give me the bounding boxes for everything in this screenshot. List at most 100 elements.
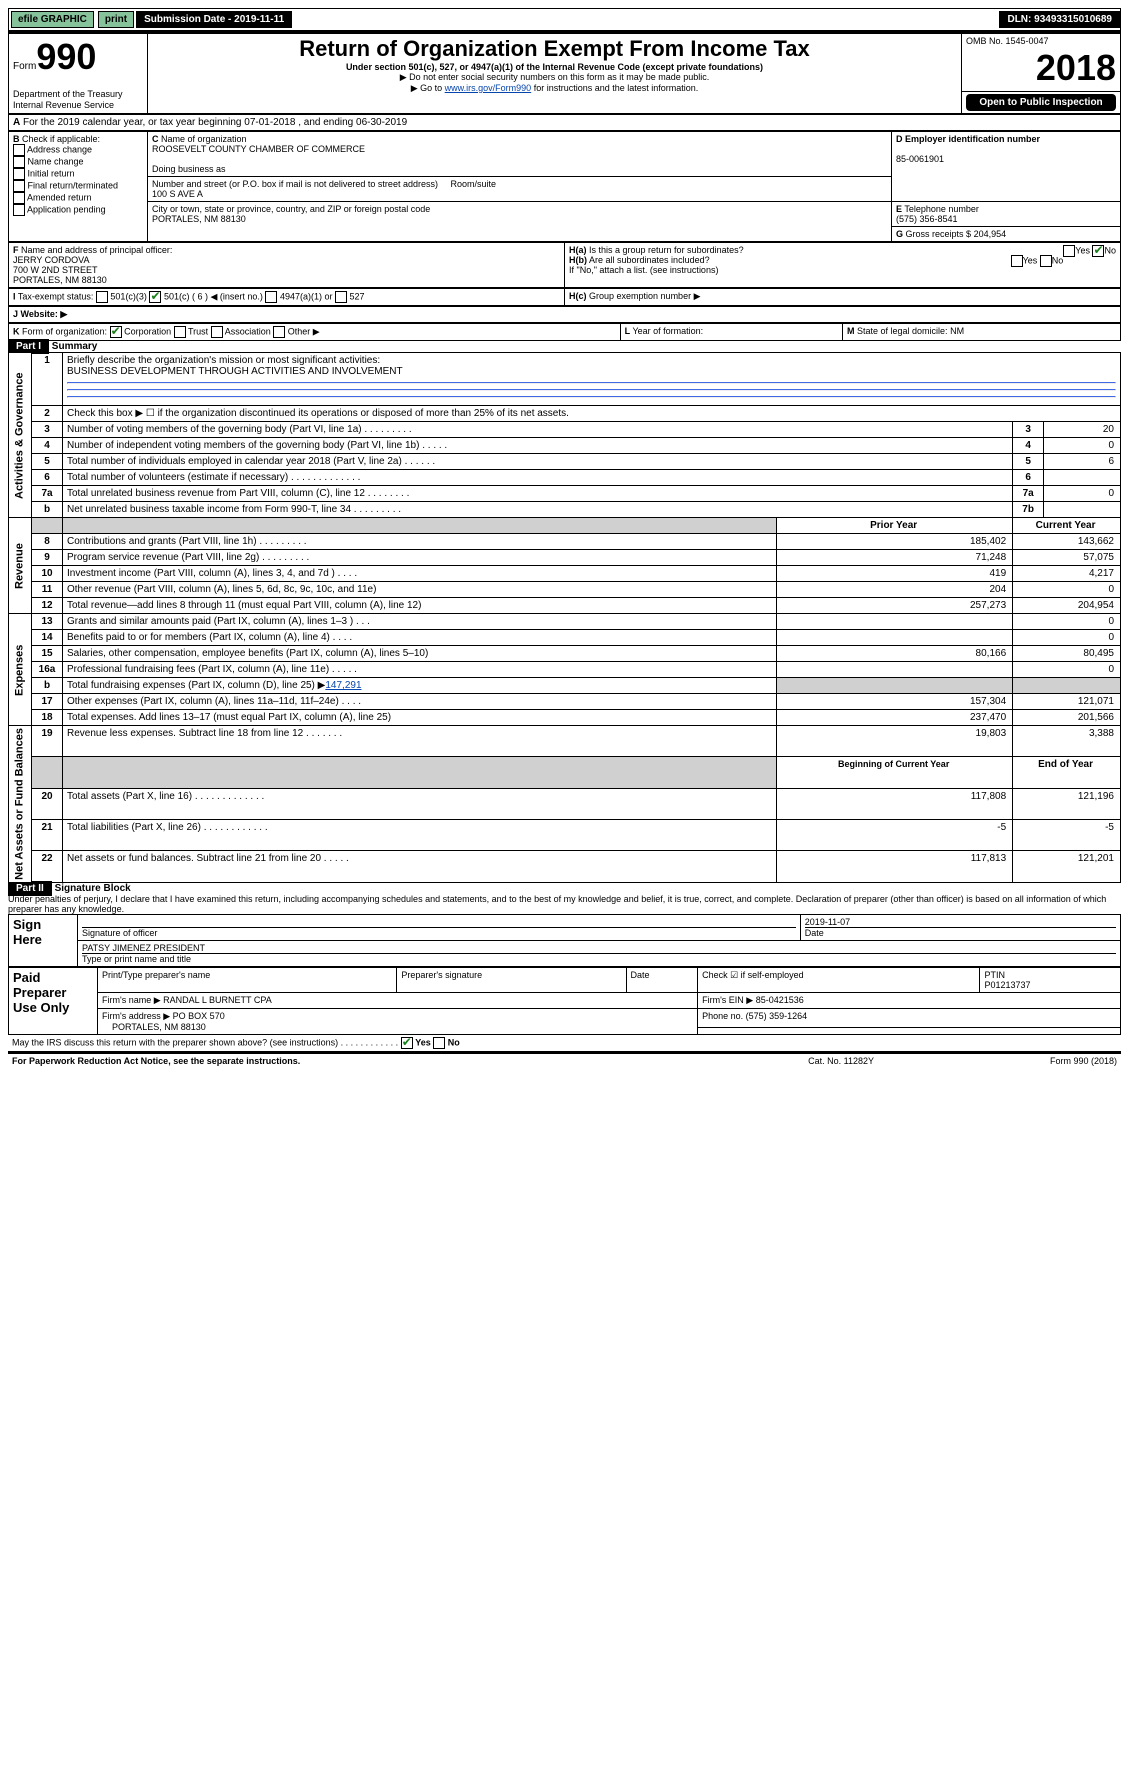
- chk-name[interactable]: [13, 156, 25, 168]
- dba-hdr: Doing business as: [152, 164, 226, 174]
- ps-hdr: Preparer's signature: [397, 967, 626, 992]
- c13: 0: [1013, 614, 1121, 630]
- dept: Department of the Treasury Internal Reve…: [13, 89, 123, 110]
- g-hdr: Gross receipts $: [906, 229, 972, 239]
- paid-hdr: Paid Preparer Use Only: [9, 967, 98, 1034]
- c16a: 0: [1013, 662, 1121, 678]
- city: PORTALES, NM 88130: [152, 214, 246, 224]
- eoy-hdr: End of Year: [1013, 757, 1121, 788]
- l6: Total number of volunteers (estimate if …: [63, 470, 1013, 486]
- pra: For Paperwork Reduction Act Notice, see …: [8, 1052, 749, 1068]
- ein: 85-0061901: [896, 154, 944, 164]
- ha: Is this a group return for subordinates?: [589, 245, 744, 255]
- self-emp: Check ☑ if self-employed: [698, 967, 980, 992]
- chk-other[interactable]: [273, 326, 285, 338]
- form-foot: Form 990 (2018): [933, 1052, 1121, 1068]
- side-revenue: Revenue: [9, 518, 32, 614]
- f-no: No: [448, 1037, 460, 1047]
- k-other: Other ▶: [288, 326, 320, 336]
- d-hdr: Employer identification number: [905, 134, 1040, 144]
- part2-title: Signature Block: [55, 883, 131, 894]
- b-name: Name change: [28, 156, 84, 166]
- b-addr: Address change: [27, 144, 92, 154]
- footer2: For Paperwork Reduction Act Notice, see …: [8, 1051, 1121, 1068]
- chk-trust[interactable]: [174, 326, 186, 338]
- p16a: [777, 662, 1013, 678]
- p8: 185,402: [777, 534, 1013, 550]
- h-ifno: If "No," attach a list. (see instruction…: [569, 265, 718, 275]
- yes-label: Yes: [1075, 245, 1090, 255]
- discuss-q: May the IRS discuss this return with the…: [12, 1037, 398, 1047]
- hb: Are all subordinates included?: [589, 255, 710, 265]
- prior-hdr: Prior Year: [777, 518, 1013, 534]
- irs-link[interactable]: www.irs.gov/Form990: [445, 83, 532, 93]
- form-990: 990: [36, 36, 96, 77]
- discuss-no[interactable]: [433, 1037, 445, 1049]
- l5: Total number of individuals employed in …: [63, 454, 1013, 470]
- note1: ▶ Do not enter social security numbers o…: [152, 72, 957, 83]
- l16a: Professional fundraising fees (Part IX, …: [63, 662, 777, 678]
- i-hdr: Tax-exempt status:: [18, 291, 94, 301]
- b-hdr: Check if applicable:: [22, 134, 100, 144]
- form-title: Return of Organization Exempt From Incom…: [152, 36, 957, 62]
- part1-label: Part I: [8, 339, 49, 354]
- pt-hdr: Print/Type preparer's name: [98, 967, 397, 992]
- paid-preparer: Paid Preparer Use Only Print/Type prepar…: [8, 967, 1121, 1035]
- efile-button[interactable]: efile GRAPHIC: [11, 11, 94, 28]
- ha-yes[interactable]: [1063, 245, 1075, 257]
- chk-4947[interactable]: [265, 291, 277, 303]
- hb-no[interactable]: [1040, 255, 1052, 267]
- c21: -5: [1013, 820, 1121, 851]
- chk-corp[interactable]: [110, 326, 122, 338]
- l16b: Total fundraising expenses (Part IX, col…: [67, 680, 325, 691]
- l20: Total assets (Part X, line 16) . . . . .…: [63, 788, 777, 819]
- l21: Total liabilities (Part X, line 26) . . …: [63, 820, 777, 851]
- c8: 143,662: [1013, 534, 1121, 550]
- i-c3: 501(c)(3): [110, 291, 147, 301]
- date-hdr: Date: [805, 927, 1116, 938]
- l4: Number of independent voting members of …: [63, 438, 1013, 454]
- submission-date: Submission Date - 2019-11-11: [136, 11, 292, 28]
- signer-name: PATSY JIMENEZ PRESIDENT: [82, 943, 205, 953]
- p13: [777, 614, 1013, 630]
- l9: Program service revenue (Part VIII, line…: [63, 550, 777, 566]
- declaration: Under penalties of perjury, I declare th…: [8, 894, 1121, 914]
- k-hdr: Form of organization:: [22, 326, 107, 336]
- firm-addr1: PO BOX 570: [173, 1011, 225, 1021]
- p21: -5: [777, 820, 1013, 851]
- chk-init[interactable]: [13, 168, 25, 180]
- chk-501c3[interactable]: [96, 291, 108, 303]
- chk-app[interactable]: [13, 204, 25, 216]
- chk-assoc[interactable]: [211, 326, 223, 338]
- hc: Group exemption number ▶: [589, 291, 700, 301]
- l12: Total revenue—add lines 8 through 11 (mu…: [63, 598, 777, 614]
- tax-year: 2018: [966, 47, 1116, 89]
- discuss-yes[interactable]: [401, 1037, 413, 1049]
- part1-table: Activities & Governance 1Briefly describ…: [8, 352, 1121, 883]
- chk-addr[interactable]: [13, 144, 25, 156]
- p18: 237,470: [777, 710, 1013, 726]
- cat-no: Cat. No. 11282Y: [749, 1052, 934, 1068]
- c9: 57,075: [1013, 550, 1121, 566]
- ha-no[interactable]: [1092, 245, 1104, 257]
- k-trust: Trust: [188, 326, 208, 336]
- firm-hdr: Firm's name ▶: [102, 995, 161, 1005]
- chk-527[interactable]: [335, 291, 347, 303]
- dln: DLN: 93493315010689: [999, 11, 1120, 28]
- c-hdr: Name of organization: [161, 134, 247, 144]
- chk-amend[interactable]: [13, 192, 25, 204]
- boy-hdr: Beginning of Current Year: [777, 757, 1013, 788]
- c10: 4,217: [1013, 566, 1121, 582]
- print-button[interactable]: print: [98, 11, 134, 28]
- gross-receipts: 204,954: [974, 229, 1007, 239]
- v16b[interactable]: 147,291: [325, 680, 361, 691]
- street: 100 S AVE A: [152, 189, 203, 199]
- c19: 3,388: [1013, 726, 1121, 757]
- chk-501c[interactable]: [149, 291, 161, 303]
- p11: 204: [777, 582, 1013, 598]
- m-hdr: State of legal domicile:: [857, 326, 948, 336]
- hb-yes[interactable]: [1011, 255, 1023, 267]
- chk-final[interactable]: [13, 180, 25, 192]
- firm-addr2: PORTALES, NM 88130: [112, 1022, 206, 1032]
- c20: 121,196: [1013, 788, 1121, 819]
